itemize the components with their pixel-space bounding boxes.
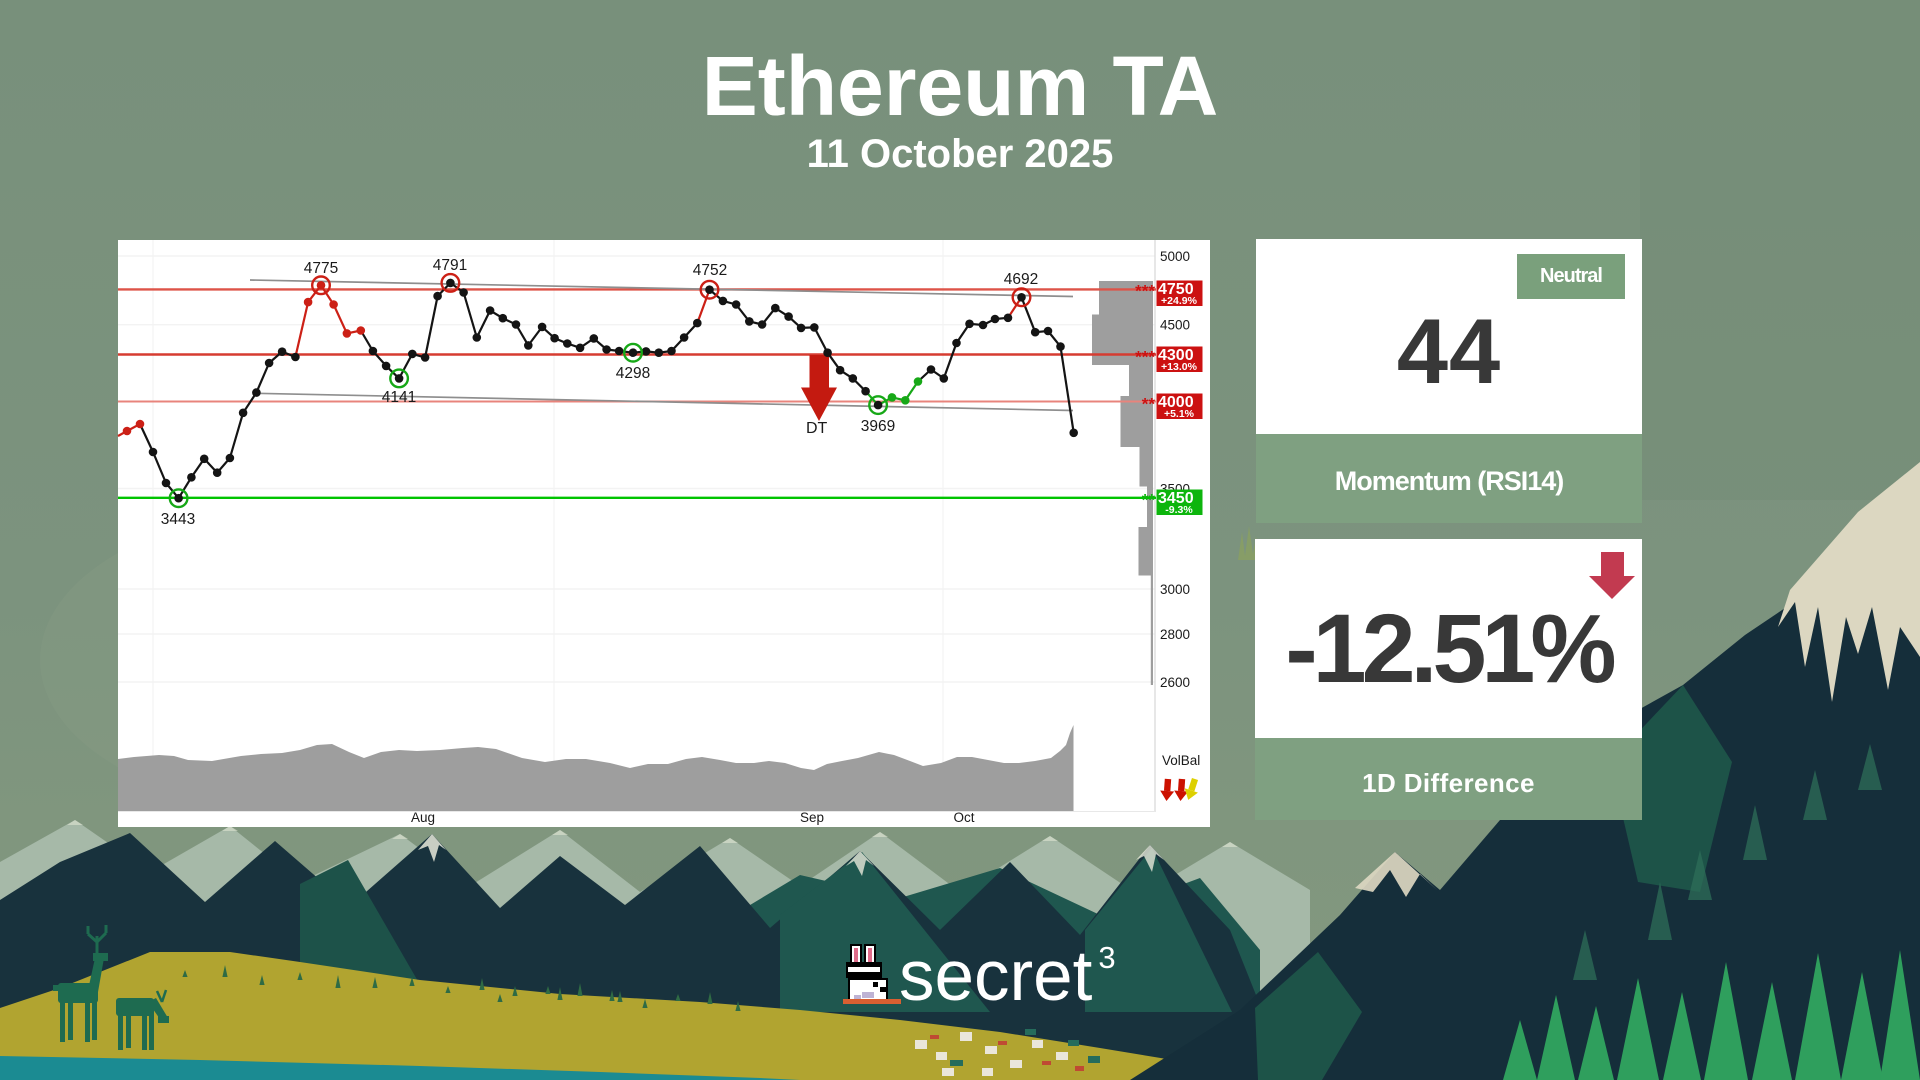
svg-text:3443: 3443 bbox=[161, 511, 195, 528]
svg-text:3969: 3969 bbox=[861, 418, 895, 435]
svg-text:4752: 4752 bbox=[693, 262, 727, 279]
svg-text:+5.1%: +5.1% bbox=[1164, 408, 1195, 420]
svg-text:***: *** bbox=[1135, 282, 1155, 301]
svg-text:Sep: Sep bbox=[800, 810, 824, 825]
svg-text:4300: 4300 bbox=[1158, 347, 1194, 364]
svg-text:-9.3%: -9.3% bbox=[1165, 504, 1193, 516]
svg-text:4298: 4298 bbox=[616, 365, 650, 382]
svg-text:4791: 4791 bbox=[433, 257, 467, 274]
svg-text:Oct: Oct bbox=[953, 810, 974, 825]
svg-text:4750: 4750 bbox=[1158, 281, 1194, 298]
svg-text:***: *** bbox=[1135, 348, 1155, 367]
svg-text:5000: 5000 bbox=[1160, 249, 1190, 264]
svg-text:2800: 2800 bbox=[1160, 627, 1190, 642]
svg-text:4775: 4775 bbox=[304, 260, 338, 277]
svg-text:**: ** bbox=[1142, 395, 1156, 414]
svg-text:4141: 4141 bbox=[382, 389, 416, 406]
svg-text:+24.9%: +24.9% bbox=[1161, 295, 1198, 307]
svg-text:+13.0%: +13.0% bbox=[1161, 361, 1198, 373]
svg-text:**: ** bbox=[1142, 491, 1156, 510]
svg-text:DT: DT bbox=[806, 420, 828, 437]
svg-text:2600: 2600 bbox=[1160, 675, 1190, 690]
svg-text:3450: 3450 bbox=[1158, 490, 1194, 507]
svg-text:4692: 4692 bbox=[1004, 271, 1038, 288]
svg-text:4000: 4000 bbox=[1158, 394, 1194, 411]
svg-text:3000: 3000 bbox=[1160, 582, 1190, 597]
svg-text:Aug: Aug bbox=[411, 810, 435, 825]
svg-text:4500: 4500 bbox=[1160, 318, 1190, 333]
svg-text:VolBal: VolBal bbox=[1162, 753, 1200, 768]
